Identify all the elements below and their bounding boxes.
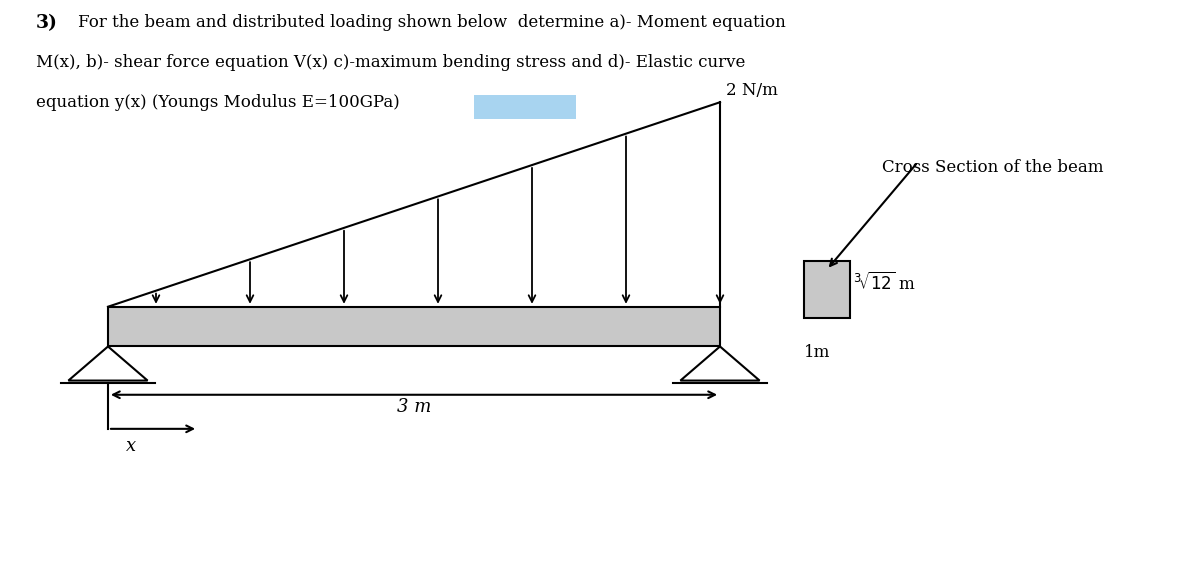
Polygon shape (68, 346, 148, 381)
Text: Cross Section of the beam: Cross Section of the beam (882, 159, 1104, 176)
Text: M(x), b)- shear force equation V(x) c)-maximum bending stress and d)- Elastic cu: M(x), b)- shear force equation V(x) c)-m… (36, 54, 745, 71)
Text: For the beam and distributed loading shown below  determine a)- Moment equation: For the beam and distributed loading sho… (78, 14, 786, 31)
Text: $^3\!\sqrt{12}$ m: $^3\!\sqrt{12}$ m (853, 272, 916, 294)
Polygon shape (680, 346, 760, 381)
Text: 3): 3) (36, 14, 58, 32)
Text: 2 N/m: 2 N/m (726, 82, 778, 99)
Text: x: x (126, 437, 136, 456)
Bar (804, 261, 850, 318)
Text: 3 m: 3 m (397, 398, 431, 416)
FancyBboxPatch shape (474, 95, 576, 119)
Text: equation y(x) (Youngs Modulus E=100GPa): equation y(x) (Youngs Modulus E=100GPa) (36, 94, 400, 111)
Bar (108, 307, 720, 346)
Text: 1m: 1m (804, 344, 830, 361)
